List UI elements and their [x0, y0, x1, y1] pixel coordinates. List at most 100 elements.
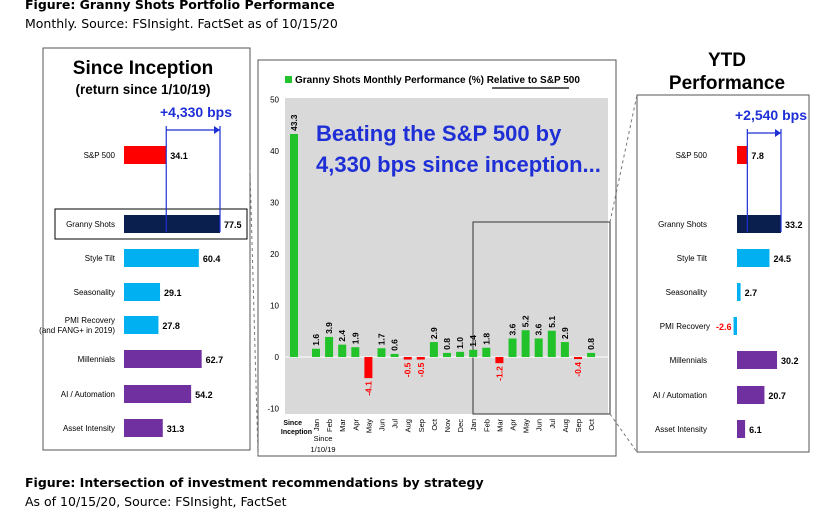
right-value-label: 7.8 — [751, 151, 764, 161]
monthly-bar — [560, 342, 569, 357]
monthly-bar — [574, 357, 582, 360]
left-category-label: S&P 500 — [84, 151, 116, 160]
granny-shots-outline — [54, 208, 248, 240]
y-tick-label: 50 — [270, 96, 279, 105]
right-value-label: -2.6 — [716, 322, 732, 332]
left-category-label: Millennials — [78, 355, 115, 364]
monthly-value-label: 43.3 — [289, 114, 299, 131]
right-category-label: S&P 500 — [676, 151, 708, 160]
left-category-label: Asset Intensity — [63, 424, 115, 433]
monthly-value-label: -1.2 — [494, 366, 504, 381]
monthly-value-label: 5.2 — [521, 315, 531, 327]
monthly-bar — [338, 344, 347, 357]
center-legend-text: Granny Shots Monthly Performance (%) Rel… — [295, 75, 580, 86]
right-category-label: PMI Recovery — [660, 322, 710, 331]
x-tick-label: Since — [283, 420, 302, 427]
top-caption-title: Figure: Granny Shots Portfolio Performan… — [25, 0, 335, 12]
x-tick-label: Mar — [495, 419, 504, 432]
right-value-label: 2.7 — [745, 288, 758, 298]
right-bars: S&P 500 7.8 Granny Shots 33.2 Style Tilt 24.5… — [653, 129, 803, 438]
monthly-value-label: -0.5 — [416, 362, 426, 377]
right-title-line1: YTD — [708, 50, 746, 71]
left-subtitle: (return since 1/10/19) — [75, 82, 210, 97]
monthly-bar — [390, 353, 399, 357]
right-category-label: Granny Shots — [658, 220, 707, 229]
monthly-value-label: 2.9 — [429, 327, 439, 339]
monthly-bar — [521, 330, 530, 357]
since-inception-panel: Since Inception (return since 1/10/19) +… — [39, 47, 251, 451]
left-value-label: 77.5 — [224, 220, 242, 230]
bottom-caption-title: Figure: Intersection of investment recom… — [25, 475, 484, 490]
monthly-value-label: 1.9 — [350, 332, 360, 344]
ytd-highlight-box — [472, 221, 611, 415]
left-bar — [124, 316, 159, 334]
left-bars: S&P 500 34.1 Granny Shots 77.5 Style Tilt 60.… — [39, 126, 248, 437]
right-value-label: 33.2 — [785, 220, 803, 230]
y-tick-label: 0 — [275, 353, 280, 362]
center-annotation-line2: 4,330 bps since inception... — [316, 152, 601, 177]
y-tick-label: 10 — [270, 302, 279, 311]
center-yticks: 50 40 30 20 10 0 -10 — [267, 96, 279, 414]
center-legend-swatch — [285, 76, 292, 83]
x-tick-label: Apr — [351, 418, 360, 430]
right-bar — [737, 215, 781, 233]
right-category-label: Style Tilt — [677, 254, 708, 263]
left-value-label: 31.3 — [167, 424, 185, 434]
bottom-caption-subtitle: As of 10/15/20, Source: FSInsight, FactS… — [25, 494, 287, 509]
left-arrowhead — [214, 126, 220, 134]
x-tick-label: May — [364, 419, 373, 433]
monthly-value-label: 1.4 — [468, 335, 478, 347]
monthly-bar — [587, 352, 596, 357]
right-bar — [737, 283, 741, 301]
left-bar — [124, 146, 167, 164]
right-bar — [737, 351, 778, 369]
left-value-label: 27.8 — [162, 321, 180, 331]
left-category-label: AI / Automation — [61, 390, 115, 399]
left-bar — [124, 249, 199, 267]
right-arrowhead — [775, 129, 781, 137]
left-value-label: 54.2 — [195, 390, 213, 400]
center-annotation-line1: Beating the S&P 500 by — [316, 121, 562, 146]
right-value-label: 24.5 — [773, 254, 791, 264]
monthly-bar — [416, 357, 425, 360]
since-label: Since — [314, 434, 333, 443]
x-tick-label: Dec — [456, 419, 465, 433]
monthly-value-label: 3.6 — [534, 323, 544, 335]
y-tick-label: 20 — [270, 250, 279, 259]
x-tick-label: Mar — [338, 419, 347, 432]
right-value-label: 20.7 — [768, 391, 786, 401]
monthly-value-label: 1.0 — [455, 337, 465, 349]
left-bar — [124, 215, 220, 233]
x-tick-label: Feb — [325, 419, 334, 432]
monthly-value-label: 1.8 — [481, 333, 491, 345]
left-value-label: 34.1 — [170, 151, 188, 161]
x-tick-label: Jul — [391, 419, 400, 429]
left-category-label: Style Tilt — [85, 254, 116, 263]
right-bar — [737, 146, 748, 164]
monthly-bar — [495, 357, 504, 364]
right-bar — [737, 386, 765, 404]
right-value-label: 30.2 — [781, 356, 799, 366]
monthly-value-label: 1.6 — [311, 334, 321, 346]
left-connector — [249, 169, 259, 456]
right-panel-frame — [636, 94, 810, 453]
y-tick-label: 30 — [270, 199, 279, 208]
x-tick-label: Jan — [312, 419, 321, 431]
monthly-value-label: 0.8 — [442, 338, 452, 350]
y-tick-label: -10 — [267, 405, 279, 414]
monthly-value-label: -0.5 — [403, 362, 413, 377]
monthly-panel: Granny Shots Monthly Performance (%) Rel… — [257, 59, 617, 457]
right-category-label: Millennials — [670, 356, 707, 365]
left-value-label: 62.7 — [206, 355, 224, 365]
monthly-value-label: 1.7 — [377, 333, 387, 345]
x-tick-label: Nov — [443, 419, 452, 433]
monthly-value-label: 2.4 — [337, 330, 347, 342]
monthly-value-label: -4.1 — [363, 381, 373, 396]
left-bar — [124, 419, 163, 437]
x-tick-label: Oct — [430, 418, 439, 431]
left-category-label: Granny Shots — [66, 220, 115, 229]
monthly-value-label: 3.6 — [508, 323, 518, 335]
monthly-bar — [469, 349, 478, 357]
center-bars: 43.3 Since Inception 1.6 Jan 3.9 Feb 2.4 Mar 1.9 A… — [281, 114, 608, 436]
